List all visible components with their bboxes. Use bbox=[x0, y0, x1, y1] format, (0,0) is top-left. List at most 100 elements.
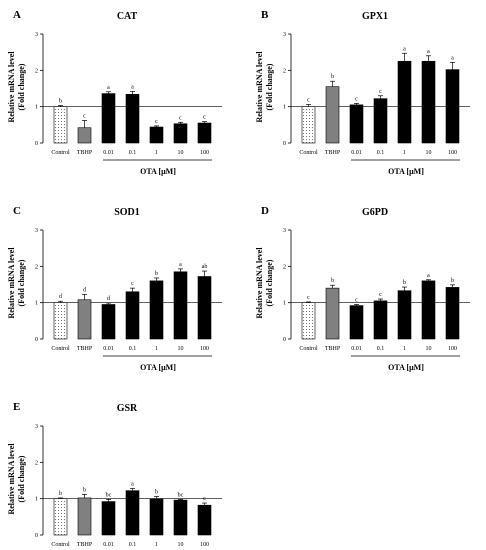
panel-title: CAT bbox=[117, 11, 138, 22]
significance-label: bc bbox=[178, 492, 184, 498]
significance-label: b bbox=[83, 487, 86, 493]
bar-0_1 bbox=[125, 94, 140, 144]
bar-1 bbox=[149, 280, 164, 340]
bar-1 bbox=[397, 290, 412, 340]
significance-label: c bbox=[307, 295, 310, 301]
category-label: 1 bbox=[155, 542, 158, 548]
category-label: Control bbox=[51, 346, 70, 352]
category-label: 0.01 bbox=[103, 150, 114, 156]
y-tick-label: 2 bbox=[35, 460, 38, 466]
category-label: 100 bbox=[448, 346, 457, 352]
significance-label: a bbox=[179, 262, 182, 268]
significance-label: b bbox=[59, 491, 62, 497]
bar-10 bbox=[421, 280, 436, 340]
significance-label: c bbox=[179, 115, 182, 121]
significance-label: b bbox=[155, 271, 158, 277]
panel-letter: C bbox=[13, 205, 21, 217]
significance-label: c bbox=[307, 97, 310, 103]
bar-0_01 bbox=[349, 104, 364, 144]
bar-0_01 bbox=[101, 501, 116, 536]
significance-label: b bbox=[331, 278, 334, 284]
significance-label: b bbox=[155, 489, 158, 495]
panel-title: G6PD bbox=[362, 207, 388, 218]
bar-control bbox=[301, 106, 316, 144]
significance-label: a bbox=[131, 84, 134, 90]
panel-c: C SOD1 Relative mRNA level (Fold change) 0 1 2… bbox=[7, 205, 222, 372]
category-label: 10 bbox=[178, 542, 184, 548]
panel-letter: A bbox=[13, 9, 21, 21]
significance-label: c bbox=[355, 297, 358, 303]
significance-label: d bbox=[59, 294, 62, 300]
category-label: TBHP bbox=[77, 542, 93, 548]
panel-letter: B bbox=[261, 9, 269, 21]
y-tick-label: 2 bbox=[283, 264, 286, 270]
bar-control bbox=[53, 302, 68, 340]
category-label: 10 bbox=[178, 346, 184, 352]
bar-0_1 bbox=[373, 98, 388, 144]
y-axis-label-unit: (Fold change) bbox=[17, 63, 26, 110]
y-tick-label: 2 bbox=[35, 68, 38, 74]
category-label: 1 bbox=[403, 346, 406, 352]
y-tick-label: 0 bbox=[283, 141, 286, 147]
y-axis-label-unit: (Fold change) bbox=[17, 455, 26, 502]
y-axis-label: Relative mRNA level bbox=[7, 443, 16, 515]
bar-0_01 bbox=[101, 304, 116, 340]
category-label: 10 bbox=[178, 150, 184, 156]
category-label: 1 bbox=[155, 346, 158, 352]
bar-10 bbox=[173, 499, 188, 536]
bar-100 bbox=[445, 69, 460, 144]
group-label: OTA [μM] bbox=[388, 167, 424, 176]
bar-tbhp bbox=[325, 287, 340, 340]
y-tick-label: 3 bbox=[283, 228, 286, 234]
panel-d: D G6PD Relative mRNA level (Fold change) 0 1 2… bbox=[255, 205, 470, 372]
category-label: 0.01 bbox=[103, 542, 114, 548]
group-label: OTA [μM] bbox=[140, 363, 176, 372]
category-label: Control bbox=[51, 150, 70, 156]
bar-0_01 bbox=[349, 305, 364, 340]
bar-0_1 bbox=[125, 291, 140, 340]
significance-label: c bbox=[203, 496, 206, 502]
panel-b: B GPX1 Relative mRNA level (Fold change) 0 1 2… bbox=[255, 9, 470, 176]
bar-1 bbox=[397, 60, 412, 144]
significance-label: c bbox=[131, 281, 134, 287]
category-label: 0.1 bbox=[129, 542, 137, 548]
panel-a: A CAT Relative mRNA level (Fold change) 0 1 2 3… bbox=[7, 9, 222, 176]
bar-0_01 bbox=[101, 93, 116, 144]
bar-100 bbox=[197, 276, 212, 340]
y-tick-label: 1 bbox=[35, 301, 38, 307]
bar-1 bbox=[149, 498, 164, 536]
significance-label: b bbox=[403, 280, 406, 286]
panel-title: SOD1 bbox=[114, 207, 140, 218]
category-label: 0.01 bbox=[103, 346, 114, 352]
group-label: OTA [μM] bbox=[140, 167, 176, 176]
y-tick-label: 2 bbox=[283, 68, 286, 74]
bar-tbhp bbox=[77, 299, 92, 340]
category-label: TBHP bbox=[325, 150, 341, 156]
panel-e: E GSR Relative mRNA level (Fold change) 0 1 2 3… bbox=[7, 401, 222, 548]
significance-label: c bbox=[355, 96, 358, 102]
y-tick-label: 1 bbox=[35, 105, 38, 111]
significance-label: a bbox=[107, 85, 110, 91]
y-tick-label: 3 bbox=[35, 32, 38, 38]
y-tick-label: 1 bbox=[35, 497, 38, 503]
category-label: TBHP bbox=[325, 346, 341, 352]
bar-tbhp bbox=[325, 86, 340, 144]
category-label: 100 bbox=[200, 346, 209, 352]
category-label: TBHP bbox=[77, 150, 93, 156]
panel-letter: E bbox=[13, 401, 20, 413]
significance-label: c bbox=[203, 115, 206, 121]
bar-10 bbox=[421, 60, 436, 144]
bar-tbhp bbox=[77, 127, 92, 144]
group-label: OTA [μM] bbox=[388, 363, 424, 372]
y-tick-label: 1 bbox=[283, 105, 286, 111]
category-label: 0.1 bbox=[377, 346, 385, 352]
bar-control bbox=[53, 106, 68, 144]
significance-label: c bbox=[83, 113, 86, 119]
category-label: 0.1 bbox=[129, 346, 137, 352]
panel-title: GPX1 bbox=[362, 11, 388, 22]
significance-label: ab bbox=[202, 264, 208, 270]
category-label: Control bbox=[51, 542, 70, 548]
bar-0_1 bbox=[125, 490, 140, 536]
y-axis-label: Relative mRNA level bbox=[255, 51, 264, 123]
panel-title: GSR bbox=[117, 403, 138, 414]
